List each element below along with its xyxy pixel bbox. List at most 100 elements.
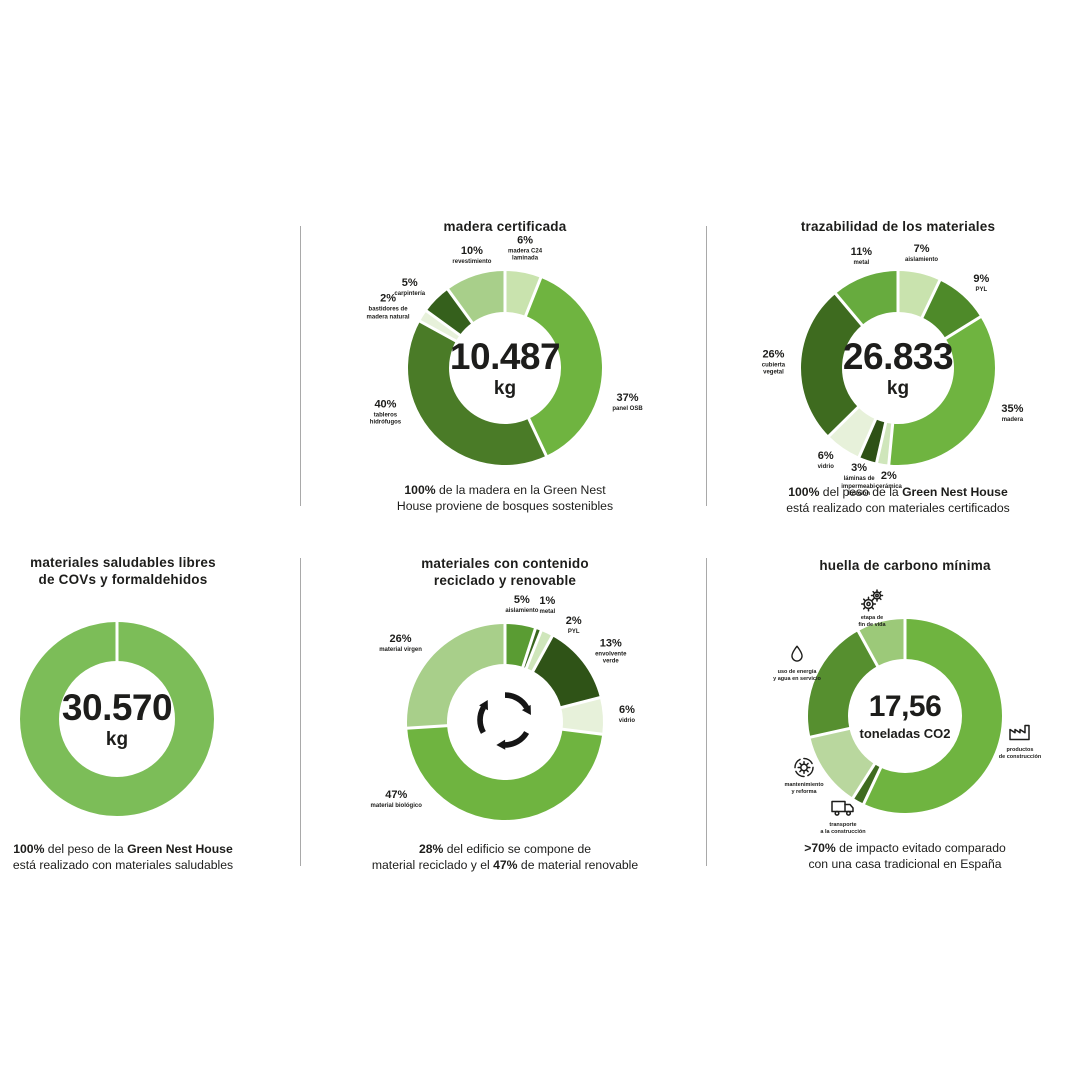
segment-divider xyxy=(557,695,604,710)
segment-label: 13% envolvente verde xyxy=(595,638,626,665)
segment-divider xyxy=(919,277,943,321)
water-drop-icon xyxy=(786,644,808,671)
segment-label: 10% revestimiento xyxy=(452,246,491,266)
factory-icon xyxy=(1007,721,1033,750)
donut-segment xyxy=(853,764,881,804)
segment-name: madera C24 laminada xyxy=(508,248,543,262)
segment-percent: 40% xyxy=(374,397,397,410)
segment-label: 35% madera xyxy=(1001,402,1024,424)
chart-card-reciclado-renovable: materiales con contenido reciclado y ren… xyxy=(340,550,670,880)
segment-divider xyxy=(445,286,476,327)
segment-label: 2% cerámica xyxy=(875,470,902,491)
segment-percent: 2% xyxy=(565,614,582,627)
segment-name: vidrio xyxy=(817,463,834,470)
segment-name: PYL xyxy=(975,286,988,293)
segment-percent: 35% xyxy=(1001,402,1024,415)
segment-percent: 5% xyxy=(401,277,418,289)
segment-divider xyxy=(855,627,881,670)
segment-percent: 5% xyxy=(513,594,530,607)
segment-name: revestimiento xyxy=(452,259,492,266)
segment-percent: 11% xyxy=(850,246,873,259)
chart-title: huella de carbono mínima xyxy=(819,558,991,573)
donut-segment xyxy=(505,271,541,316)
segment-divider xyxy=(887,420,895,468)
segment-label: 6% vidrio xyxy=(618,703,636,725)
segment-label: 26% material virgen xyxy=(379,632,422,654)
segment-percent: 6% xyxy=(517,234,533,247)
segment-label: 6% madera C24 laminada xyxy=(508,234,543,263)
segment-name: vidrio xyxy=(618,717,636,724)
segment-divider xyxy=(807,726,853,740)
segment-divider xyxy=(526,415,549,460)
icon-label: etapa de fin de vida xyxy=(858,615,886,628)
icon-label: mantenimiento y reforma xyxy=(784,782,824,795)
donut-segment xyxy=(808,630,878,738)
donut-segment xyxy=(858,619,905,667)
chart-card-madera-certificada: madera certificada 100% de la madera en … xyxy=(340,215,670,520)
donut-chart xyxy=(408,268,602,465)
segment-divider xyxy=(850,760,878,802)
divider xyxy=(706,558,707,866)
truck-icon xyxy=(830,797,856,824)
segment-percent: 6% xyxy=(817,449,834,462)
segment-label: 37% panel OSB xyxy=(612,393,642,413)
chart-center: 30.570 kg xyxy=(62,689,173,749)
chart-card-trazabilidad: trazabilidad de los materiales 100% del … xyxy=(733,215,1063,520)
segment-divider xyxy=(861,764,884,808)
segment-name: aislamiento xyxy=(905,256,939,263)
segment-label: 2% bastidores de madera natural xyxy=(367,292,410,321)
segment-divider xyxy=(856,415,879,461)
segment-name: material virgen xyxy=(379,646,422,653)
chart-caption: 28% del edificio se compone de material r… xyxy=(371,842,639,873)
chart-title: materiales con contenido reciclado y ren… xyxy=(421,556,589,588)
icon-label: uso de energía y agua en servicio xyxy=(773,669,821,682)
segment-percent: 37% xyxy=(616,392,639,405)
chart-title: madera certificada xyxy=(443,219,567,234)
segment-label: 5% carpintería xyxy=(394,278,425,298)
segment-divider xyxy=(404,723,451,730)
segment-percent: 26% xyxy=(389,632,412,645)
donut-chart xyxy=(801,268,995,468)
donut-segment xyxy=(888,316,995,465)
donut-segment xyxy=(408,321,547,465)
segment-label: 9% PYL xyxy=(973,272,990,294)
segment-divider xyxy=(832,290,866,329)
chart-card-materiales-saludables: materiales saludables libres de COVs y f… xyxy=(0,550,256,880)
segment-name: cerámica xyxy=(875,483,902,490)
center-value: 10.487 xyxy=(449,336,561,377)
donut-segment xyxy=(526,630,553,672)
segment-percent: 2% xyxy=(380,292,397,305)
center-value: 17,56 xyxy=(868,690,942,723)
segment-name: envolvente verde xyxy=(595,651,627,665)
icon-label: transporte a la construcción xyxy=(820,822,866,835)
segment-name: láminas de impermeabi- lización xyxy=(841,476,877,497)
segment-label: 2% PYL xyxy=(566,615,582,635)
segment-percent: 6% xyxy=(618,703,635,716)
segment-label: 7% aislamiento xyxy=(905,243,938,263)
segment-name: aislamiento xyxy=(505,608,539,615)
segment-percent: 47% xyxy=(385,788,408,801)
segment-label: 26% cubierta vegetal xyxy=(762,348,785,376)
recycle-icon xyxy=(477,692,531,750)
chart-title: trazabilidad de los materiales xyxy=(800,219,996,234)
segment-label: 47% material biológico xyxy=(371,788,422,810)
donut-segment xyxy=(525,277,602,456)
segment-label: 1% metal xyxy=(539,595,555,616)
donut-segment xyxy=(532,636,600,708)
segment-label: 6% vidrio xyxy=(817,449,834,471)
segment-divider xyxy=(530,632,555,675)
center-unit: kg xyxy=(493,378,517,399)
chart-caption: 100% de la madera en la Green Nest House … xyxy=(396,483,614,514)
segment-name: metal xyxy=(853,260,870,267)
donut-segment xyxy=(419,310,460,342)
segment-label: 40% tableros hidrófugos xyxy=(370,397,401,426)
chart-center: 10.487 kg xyxy=(449,336,561,399)
segment-divider xyxy=(423,308,464,339)
donut-segment xyxy=(505,624,536,667)
donut-segment xyxy=(922,280,981,339)
segment-percent: 9% xyxy=(973,272,990,285)
segment-percent: 13% xyxy=(599,637,622,650)
gears-icon xyxy=(859,587,886,619)
maintenance-icon xyxy=(792,756,816,785)
